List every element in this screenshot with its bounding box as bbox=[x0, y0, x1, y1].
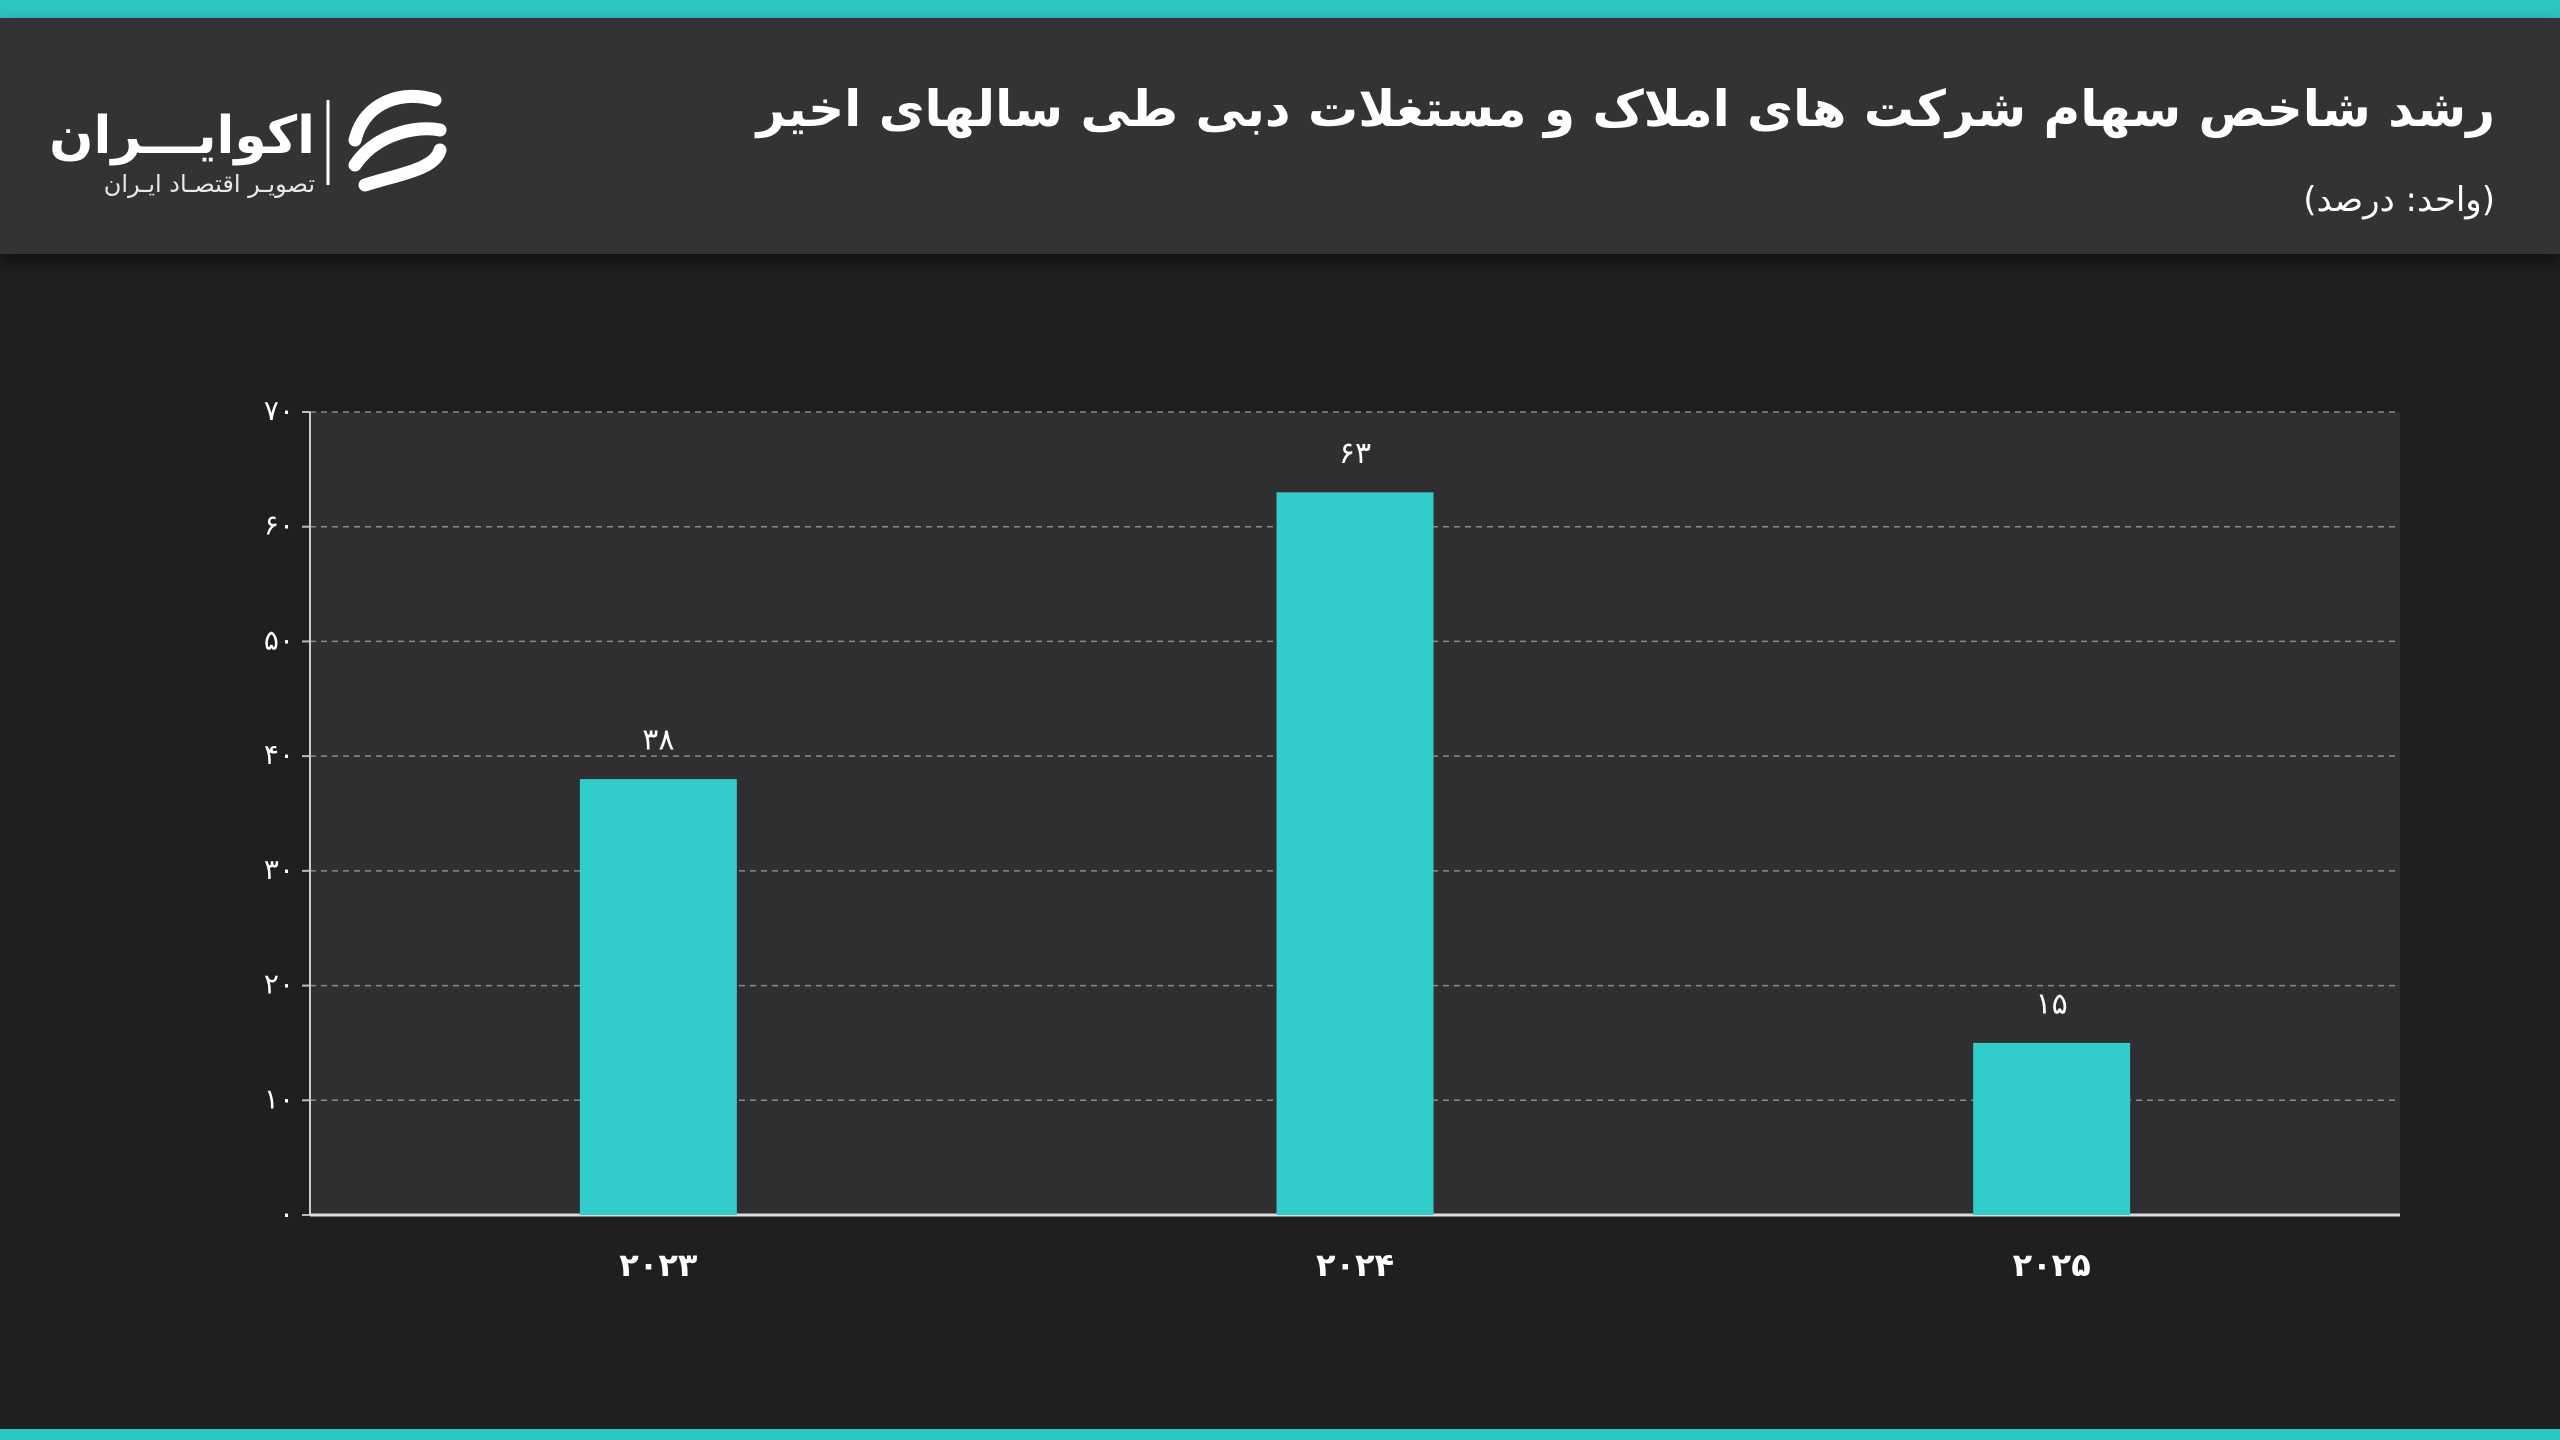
x-tick-label: ۲۰۲۵ bbox=[2013, 1246, 2091, 1284]
value-label: ۳۸ bbox=[642, 723, 674, 758]
logo-icon bbox=[326, 89, 447, 192]
y-tick-label: ۷۰ bbox=[264, 394, 294, 427]
top-stripe bbox=[0, 0, 2560, 18]
value-label: ۱۵ bbox=[2036, 986, 2068, 1021]
y-tick-label: ۵۰ bbox=[264, 623, 294, 656]
chart-title: رشد شاخص سهام شرکت های املاک و مستغلات د… bbox=[756, 80, 2495, 138]
y-tick-label: ۶۰ bbox=[264, 509, 294, 542]
bar bbox=[1973, 1042, 2131, 1215]
bottom-stripe bbox=[0, 1429, 2560, 1440]
y-tick-label: ۳۰ bbox=[264, 853, 294, 886]
logo-tagline: تصویـر اقتصـاد ایـران bbox=[103, 170, 315, 198]
y-tick-label: ۱۰ bbox=[264, 1082, 294, 1115]
value-label: ۶۳ bbox=[1339, 436, 1371, 471]
bar bbox=[579, 779, 737, 1215]
y-tick-label: ۰ bbox=[279, 1197, 294, 1230]
y-tick-label: ۴۰ bbox=[264, 738, 294, 771]
logo-name: اکوایـــران bbox=[49, 106, 315, 166]
chart-subtitle: (واحد: درصد) bbox=[2303, 180, 2495, 220]
header: رشد شاخص سهام شرکت های املاک و مستغلات د… bbox=[0, 18, 2560, 254]
y-tick-label: ۲۰ bbox=[264, 968, 294, 1001]
x-tick-label: ۲۰۲۳ bbox=[619, 1246, 698, 1284]
bar bbox=[1276, 492, 1434, 1215]
x-tick-label: ۲۰۲۴ bbox=[1316, 1246, 1394, 1284]
